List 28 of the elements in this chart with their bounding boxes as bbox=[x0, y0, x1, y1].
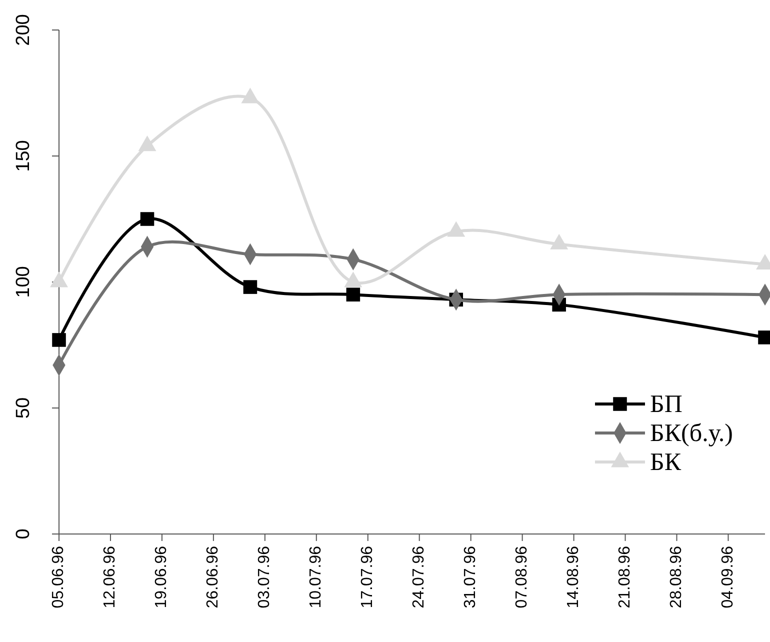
y-tick-label: 200 bbox=[13, 14, 34, 46]
point bbox=[241, 88, 260, 104]
legend-label: БК bbox=[650, 449, 682, 476]
x-tick-label: 03.07.96 bbox=[256, 546, 274, 608]
x-tick-label: 12.06.96 bbox=[102, 546, 119, 608]
x-tick-label: 28.08.96 bbox=[668, 546, 685, 608]
x-tick-label: 24.07.96 bbox=[410, 546, 428, 608]
x-tick-label: 14.08.96 bbox=[565, 546, 582, 608]
x-tick-label: 17.07.96 bbox=[359, 546, 376, 608]
point bbox=[346, 288, 360, 302]
y-tick-label: 150 bbox=[13, 140, 34, 172]
legend-label: БК(б.у.) bbox=[650, 420, 733, 447]
x-tick-label: 31.07.96 bbox=[462, 546, 480, 608]
x-tick-label: 26.06.96 bbox=[204, 546, 222, 608]
y-tick-label: 50 bbox=[13, 397, 34, 419]
point bbox=[140, 212, 154, 226]
x-tick-label: 21.08.96 bbox=[616, 546, 634, 608]
point bbox=[243, 280, 258, 294]
x-tick-label: 10.07.96 bbox=[308, 546, 325, 608]
point bbox=[52, 333, 66, 347]
y-tick-label: 0 bbox=[13, 528, 34, 540]
x-tick-label: 05.06.96 bbox=[50, 546, 68, 608]
x-tick-label: 07.08.96 bbox=[514, 546, 531, 608]
x-tick-label: 19.06.96 bbox=[153, 546, 170, 608]
legend-label: БП bbox=[650, 391, 682, 418]
x-tick-label: 04.09.96 bbox=[719, 546, 736, 608]
y-tick-label: 100 bbox=[13, 266, 34, 298]
point bbox=[138, 136, 156, 152]
